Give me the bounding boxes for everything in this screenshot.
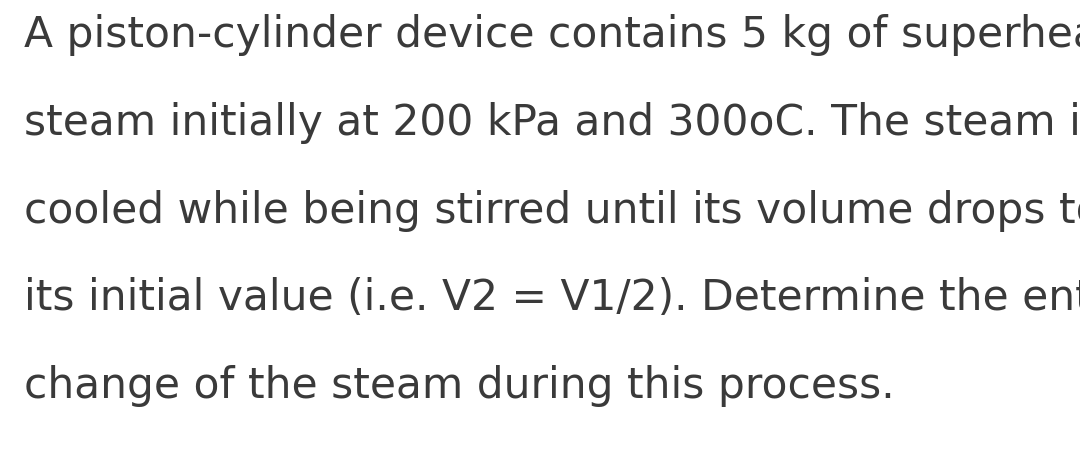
Text: steam initially at 200 kPa and 300oC. The steam is now: steam initially at 200 kPa and 300oC. Th…	[24, 102, 1080, 144]
Text: A piston-cylinder device contains 5 kg of superheated: A piston-cylinder device contains 5 kg o…	[24, 14, 1080, 56]
Text: change of the steam during this process.: change of the steam during this process.	[24, 365, 894, 407]
Text: cooled while being stirred until its volume drops to half: cooled while being stirred until its vol…	[24, 190, 1080, 232]
Text: its initial value (i.e. V2 = V1/2). Determine the entropy: its initial value (i.e. V2 = V1/2). Dete…	[24, 277, 1080, 319]
